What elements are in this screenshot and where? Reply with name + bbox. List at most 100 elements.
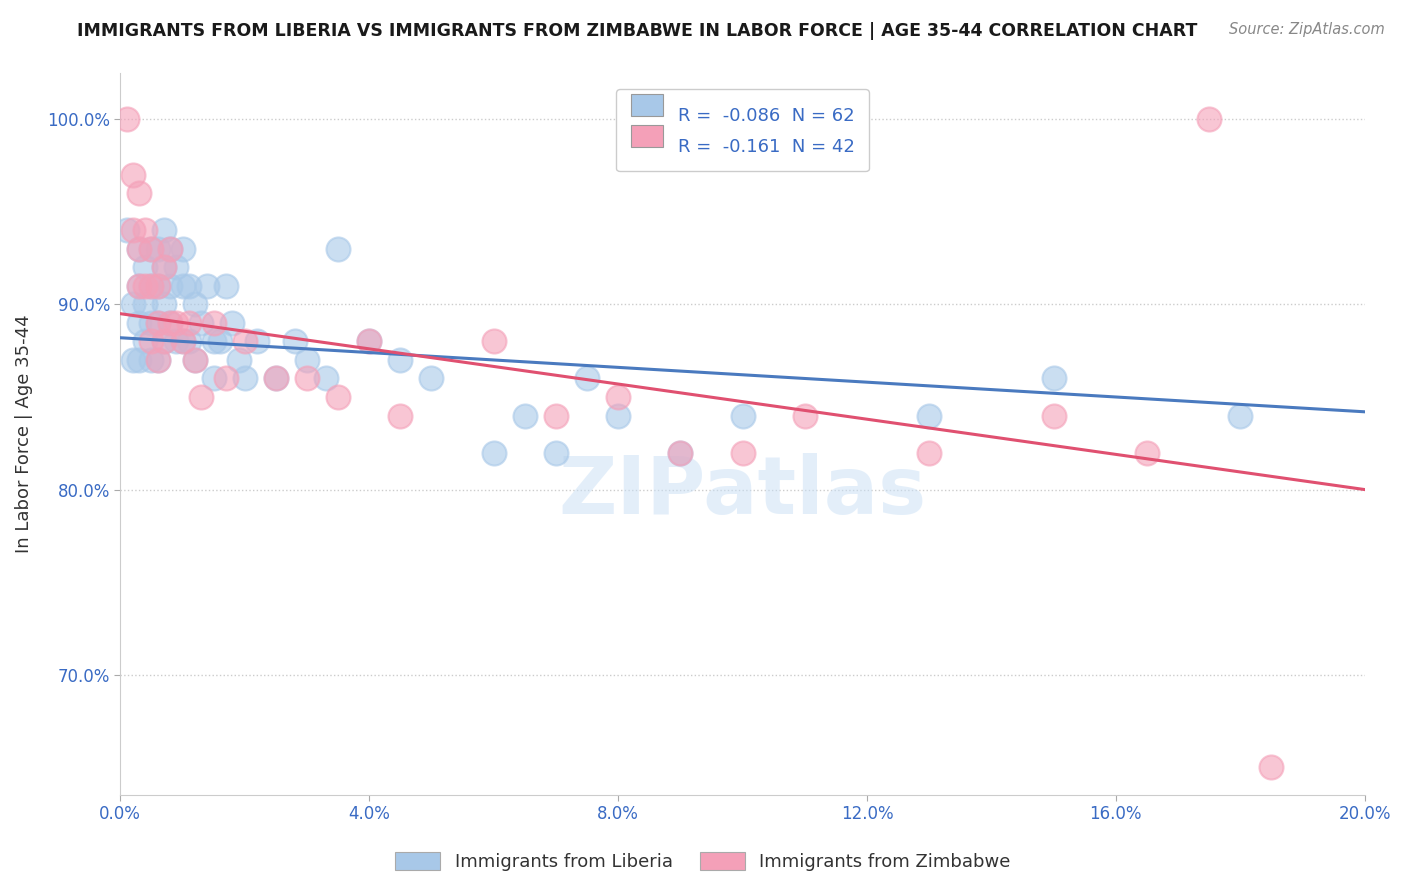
Point: [283, 334, 305, 349]
Point: [128, 186, 150, 201]
Point: [513, 409, 536, 423]
Point: [146, 316, 169, 330]
Point: [918, 409, 941, 423]
Point: [202, 334, 225, 349]
Point: [172, 334, 194, 349]
Point: [1042, 409, 1064, 423]
Legend: R =  -0.086  N = 62, R =  -0.161  N = 42: R = -0.086 N = 62, R = -0.161 N = 42: [616, 89, 869, 171]
Point: [153, 260, 176, 275]
Point: [146, 242, 169, 256]
Point: [121, 223, 143, 237]
Point: [141, 353, 163, 368]
Point: [177, 279, 200, 293]
Point: [295, 371, 318, 385]
Point: [153, 334, 176, 349]
Point: [172, 334, 194, 349]
Point: [315, 371, 337, 385]
Point: [128, 242, 150, 256]
Point: [134, 260, 156, 275]
Point: [184, 353, 207, 368]
Point: [121, 168, 143, 182]
Point: [326, 390, 349, 404]
Point: [202, 371, 225, 385]
Point: [146, 353, 169, 368]
Point: [141, 242, 163, 256]
Point: [134, 223, 156, 237]
Point: [607, 390, 630, 404]
Point: [146, 316, 169, 330]
Point: [115, 223, 138, 237]
Point: [544, 445, 567, 459]
Point: [146, 279, 169, 293]
Point: [482, 334, 505, 349]
Point: [146, 353, 169, 368]
Point: [233, 334, 256, 349]
Point: [389, 409, 412, 423]
Point: [159, 316, 181, 330]
Point: [121, 353, 143, 368]
Point: [128, 316, 150, 330]
Text: IMMIGRANTS FROM LIBERIA VS IMMIGRANTS FROM ZIMBABWE IN LABOR FORCE | AGE 35-44 C: IMMIGRANTS FROM LIBERIA VS IMMIGRANTS FR…: [77, 22, 1198, 40]
Point: [146, 279, 169, 293]
Point: [184, 353, 207, 368]
Point: [221, 316, 243, 330]
Point: [389, 353, 412, 368]
Point: [153, 223, 176, 237]
Point: [134, 279, 156, 293]
Point: [177, 316, 200, 330]
Point: [165, 260, 187, 275]
Point: [172, 242, 194, 256]
Point: [115, 112, 138, 127]
Point: [128, 279, 150, 293]
Point: [153, 297, 176, 311]
Y-axis label: In Labor Force | Age 35-44: In Labor Force | Age 35-44: [15, 315, 32, 553]
Point: [159, 242, 181, 256]
Point: [121, 297, 143, 311]
Point: [482, 445, 505, 459]
Point: [165, 316, 187, 330]
Point: [190, 390, 212, 404]
Point: [141, 279, 163, 293]
Point: [128, 353, 150, 368]
Point: [264, 371, 287, 385]
Point: [669, 445, 692, 459]
Point: [165, 334, 187, 349]
Point: [359, 334, 381, 349]
Point: [295, 353, 318, 368]
Text: ZIPatlas: ZIPatlas: [558, 453, 927, 531]
Point: [918, 445, 941, 459]
Point: [575, 371, 598, 385]
Point: [1198, 112, 1220, 127]
Point: [134, 297, 156, 311]
Point: [1042, 371, 1064, 385]
Point: [246, 334, 269, 349]
Point: [159, 316, 181, 330]
Point: [731, 445, 754, 459]
Point: [197, 279, 219, 293]
Point: [1136, 445, 1159, 459]
Point: [215, 279, 238, 293]
Point: [1260, 760, 1282, 774]
Point: [141, 334, 163, 349]
Text: Source: ZipAtlas.com: Source: ZipAtlas.com: [1229, 22, 1385, 37]
Point: [1229, 409, 1251, 423]
Point: [184, 297, 207, 311]
Point: [793, 409, 815, 423]
Point: [326, 242, 349, 256]
Point: [134, 334, 156, 349]
Point: [215, 371, 238, 385]
Point: [141, 242, 163, 256]
Point: [159, 279, 181, 293]
Point: [177, 334, 200, 349]
Point: [128, 242, 150, 256]
Point: [228, 353, 250, 368]
Legend: Immigrants from Liberia, Immigrants from Zimbabwe: Immigrants from Liberia, Immigrants from…: [388, 845, 1018, 879]
Point: [159, 242, 181, 256]
Point: [420, 371, 443, 385]
Point: [190, 316, 212, 330]
Point: [141, 279, 163, 293]
Point: [141, 316, 163, 330]
Point: [208, 334, 231, 349]
Point: [233, 371, 256, 385]
Point: [607, 409, 630, 423]
